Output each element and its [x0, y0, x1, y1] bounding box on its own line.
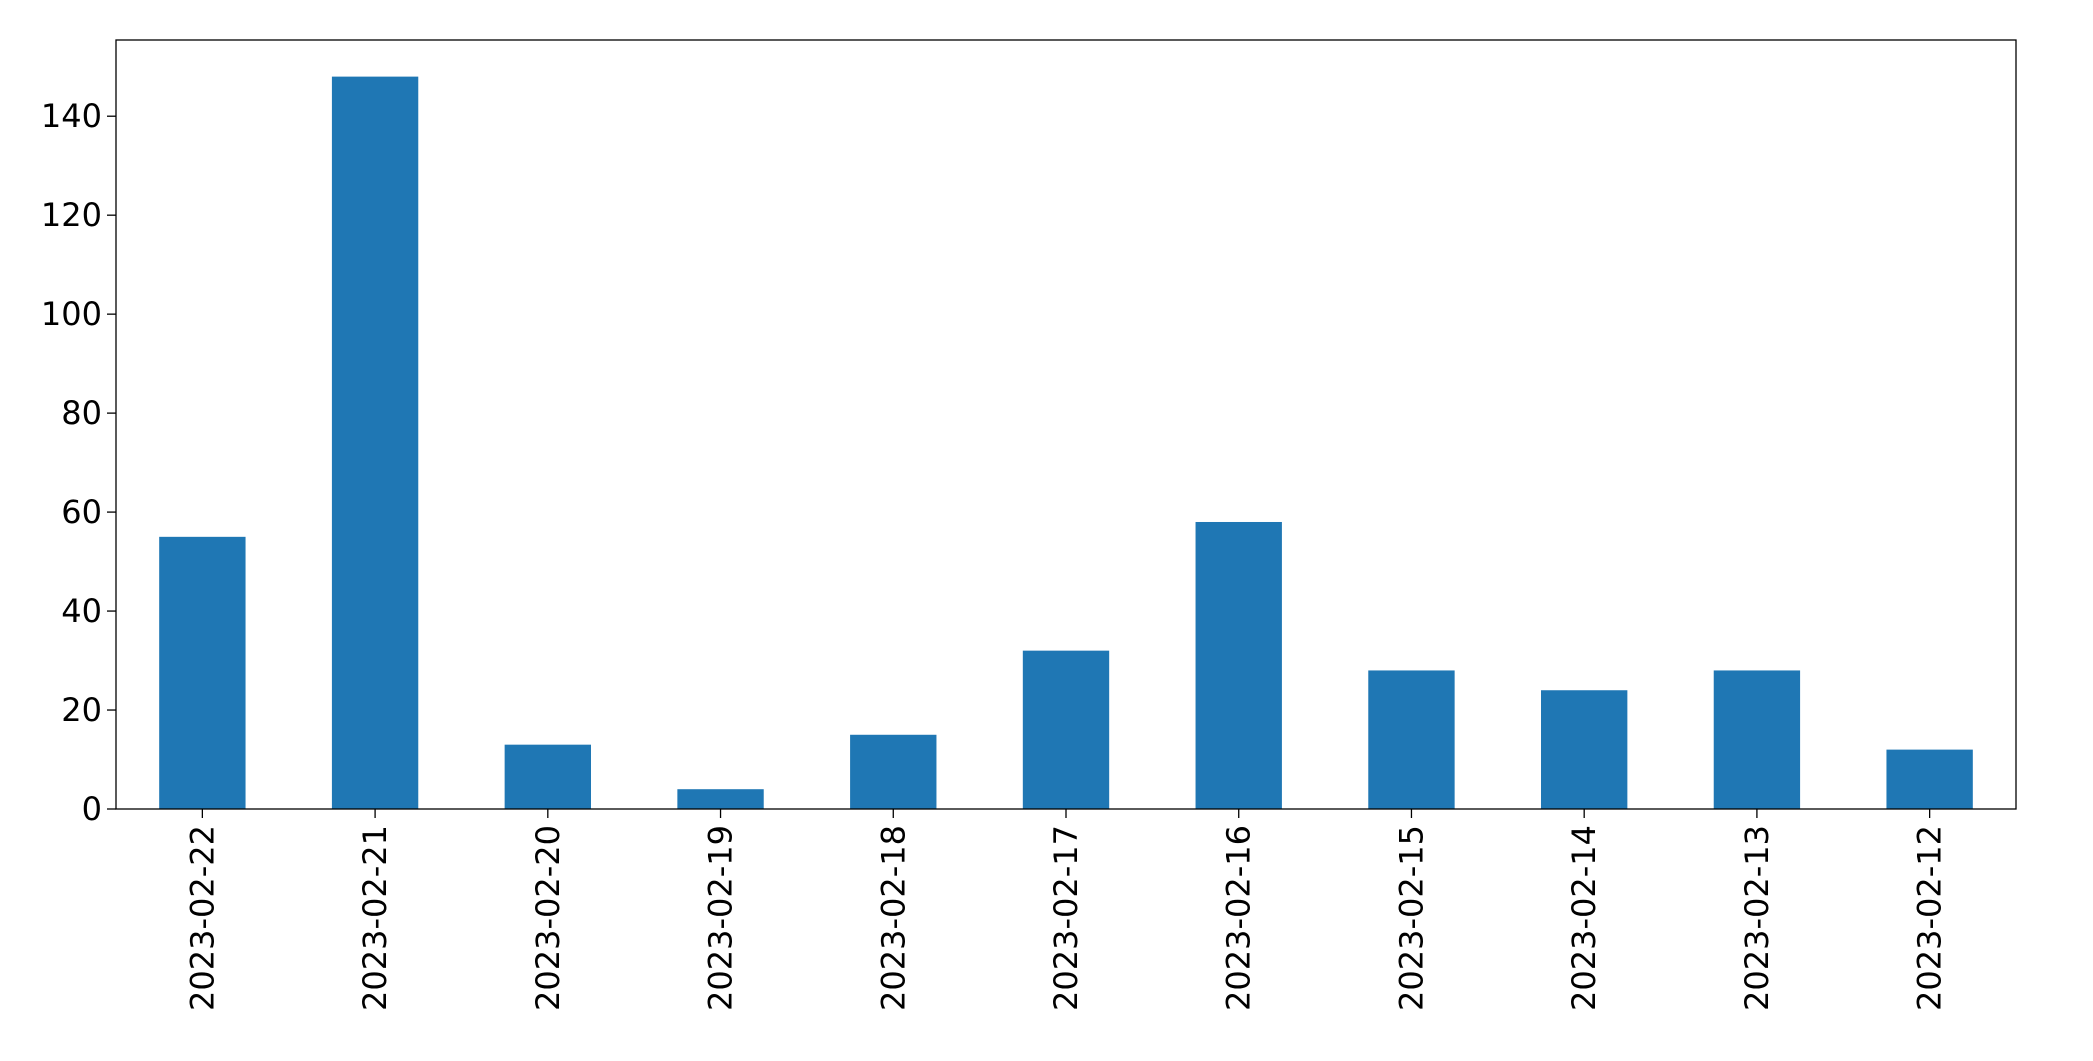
bar: [504, 744, 591, 809]
bar: [331, 76, 419, 810]
x-tick-label: 2023-02-19: [702, 825, 740, 1011]
bar: [677, 789, 764, 809]
x-tick-label: 2023-02-12: [1911, 825, 1949, 1011]
bar: [1022, 650, 1110, 809]
y-tick-label: 20: [61, 691, 102, 729]
y-tick-label: 100: [41, 295, 102, 333]
x-tick-label: 2023-02-13: [1738, 825, 1776, 1011]
bar: [1541, 690, 1628, 809]
x-tick-label: 2023-02-16: [1220, 825, 1258, 1011]
y-tick-label: 120: [41, 196, 102, 234]
y-tick-label: 140: [41, 97, 102, 135]
y-tick-label: 80: [61, 394, 102, 432]
x-tick-label: 2023-02-21: [356, 825, 394, 1011]
bar: [1886, 749, 1973, 809]
x-tick-label: 2023-02-22: [183, 825, 221, 1011]
bar: [159, 536, 246, 809]
y-tick-label: 60: [61, 493, 102, 531]
x-tick-label: 2023-02-15: [1392, 825, 1430, 1011]
x-tick-label: 2023-02-14: [1565, 825, 1603, 1011]
y-tick-label: 0: [82, 790, 102, 828]
x-tick-label: 2023-02-18: [874, 825, 912, 1011]
bar: [850, 734, 937, 809]
bar: [1195, 521, 1282, 809]
y-tick-label: 40: [61, 592, 102, 630]
x-tick-label: 2023-02-20: [529, 825, 567, 1011]
x-tick-label: 2023-02-17: [1047, 825, 1085, 1011]
bar: [1368, 670, 1455, 809]
bar: [1713, 670, 1801, 809]
plot-frame: [115, 39, 2017, 810]
